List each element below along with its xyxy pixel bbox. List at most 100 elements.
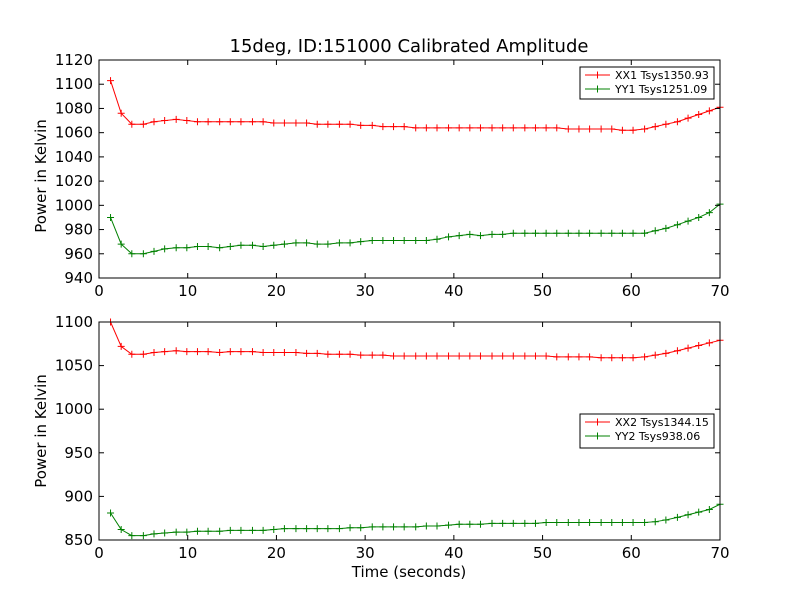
data-point — [575, 229, 583, 237]
x-tick-label: 40 — [444, 544, 463, 562]
top-y-axis-label: Power in Kelvin — [32, 119, 50, 233]
data-point — [379, 523, 387, 531]
y-tick-label: 1080 — [55, 99, 93, 117]
data-point — [553, 124, 561, 132]
x-axis-label: Time (seconds) — [351, 563, 467, 581]
data-point — [303, 119, 311, 127]
data-point — [324, 240, 332, 248]
data-point — [128, 532, 136, 540]
data-point — [488, 124, 496, 132]
data-point — [193, 348, 201, 356]
data-point — [280, 119, 288, 127]
data-point — [204, 527, 212, 535]
data-point — [695, 508, 703, 516]
data-point — [575, 519, 583, 527]
data-point — [161, 245, 169, 253]
data-point — [270, 526, 278, 534]
data-point — [422, 522, 430, 530]
data-point — [335, 350, 343, 358]
data-point — [117, 240, 125, 248]
data-point — [204, 348, 212, 356]
data-point — [259, 243, 267, 251]
data-point — [455, 124, 463, 132]
y-tick-label: 980 — [64, 221, 93, 239]
chart-title: 15deg, ID:151000 Calibrated Amplitude — [230, 36, 589, 57]
y-tick-label: 950 — [64, 444, 93, 462]
data-point — [521, 352, 529, 360]
data-point — [335, 239, 343, 247]
data-point — [117, 342, 125, 350]
data-point — [270, 119, 278, 127]
data-point — [280, 525, 288, 533]
data-point — [673, 513, 681, 521]
x-tick-label: 20 — [267, 282, 286, 300]
legend-label: YY2 Tsys938.06 — [614, 430, 700, 443]
data-point — [705, 209, 713, 217]
data-point — [531, 519, 539, 527]
data-point — [368, 121, 376, 129]
data-point — [433, 235, 441, 243]
y-tick-label: 1000 — [55, 196, 93, 214]
y-tick-label: 1050 — [55, 357, 93, 375]
x-tick-label: 0 — [94, 544, 104, 562]
data-point — [172, 115, 180, 123]
data-point — [357, 351, 365, 359]
data-point — [662, 120, 670, 128]
data-point — [150, 349, 158, 357]
data-point — [216, 349, 224, 357]
data-point — [292, 349, 300, 357]
data-point — [379, 351, 387, 359]
data-point — [368, 523, 376, 531]
data-point — [586, 519, 594, 527]
data-point — [564, 519, 572, 527]
data-point — [204, 243, 212, 251]
data-point — [476, 352, 484, 360]
data-point — [466, 230, 474, 238]
data-point — [673, 221, 681, 229]
data-point — [368, 236, 376, 244]
y-tick-label: 1060 — [55, 124, 93, 142]
series-yy1 — [107, 200, 724, 258]
data-point — [662, 224, 670, 232]
data-point — [521, 519, 529, 527]
data-point — [488, 519, 496, 527]
data-point — [139, 532, 147, 540]
data-point — [204, 118, 212, 126]
data-point — [455, 520, 463, 528]
legend-label: YY1 Tsys1251.09 — [614, 83, 707, 96]
data-point — [445, 124, 453, 132]
data-point — [117, 526, 125, 534]
data-point — [608, 519, 616, 527]
data-point — [139, 350, 147, 358]
data-point — [161, 529, 169, 537]
data-point — [193, 527, 201, 535]
data-point — [684, 344, 692, 352]
series-xx1 — [107, 77, 724, 134]
data-point — [629, 126, 637, 134]
data-point — [161, 348, 169, 356]
data-point — [433, 522, 441, 530]
data-point — [564, 125, 572, 133]
data-point — [270, 349, 278, 357]
data-point — [400, 352, 408, 360]
data-point — [445, 233, 453, 241]
data-point — [128, 120, 136, 128]
data-point — [237, 526, 245, 534]
data-point — [531, 124, 539, 132]
data-point — [466, 520, 474, 528]
legend-label: XX2 Tsys1344.15 — [615, 416, 709, 429]
y-tick-label: 1120 — [55, 51, 93, 69]
data-point — [226, 348, 234, 356]
data-point — [564, 229, 572, 237]
data-point — [335, 120, 343, 128]
data-point — [292, 525, 300, 533]
data-point — [150, 247, 158, 255]
data-point — [357, 238, 365, 246]
data-point — [193, 243, 201, 251]
data-point — [618, 354, 626, 362]
data-point — [150, 530, 158, 538]
data-point — [564, 353, 572, 361]
data-point — [684, 217, 692, 225]
data-point — [270, 241, 278, 249]
